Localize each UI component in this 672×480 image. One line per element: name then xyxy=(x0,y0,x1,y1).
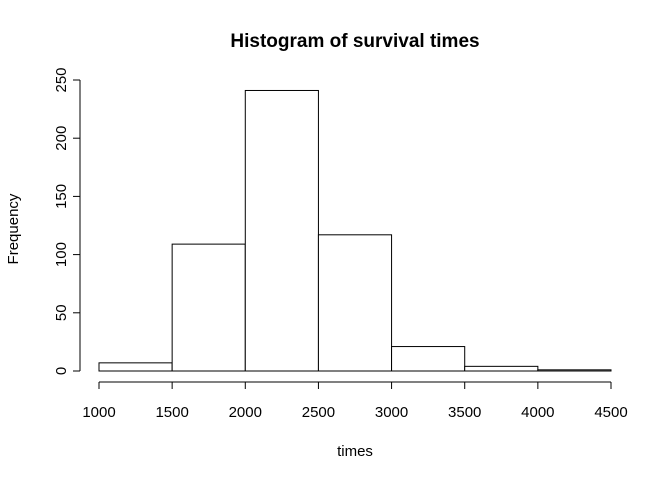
x-tick-label: 3500 xyxy=(448,404,481,421)
histogram-bar xyxy=(391,346,466,372)
y-axis-label: Frequency xyxy=(5,193,22,264)
y-tick-label: 0 xyxy=(53,367,70,375)
y-tick-label: 200 xyxy=(53,126,70,151)
histogram-bar xyxy=(171,243,246,372)
y-tick-label: 50 xyxy=(53,304,70,321)
histogram-bar xyxy=(244,89,319,372)
bars-group xyxy=(98,89,612,372)
y-tick-label: 150 xyxy=(53,184,70,209)
x-tick-label: 1500 xyxy=(155,404,188,421)
x-tick-label: 4000 xyxy=(521,404,554,421)
x-axis: 1000 1500 2000 2500 3000 3500 4000 4500 xyxy=(82,381,628,421)
histogram-bar xyxy=(317,234,393,372)
x-tick-label: 1000 xyxy=(82,404,115,421)
y-tick-label: 100 xyxy=(53,242,70,267)
chart-title: Histogram of survival times xyxy=(230,31,479,52)
histogram-bar xyxy=(464,365,539,372)
histogram-bar xyxy=(537,369,612,372)
x-tick-label: 4500 xyxy=(594,404,627,421)
x-axis-label: times xyxy=(337,443,373,460)
y-tick-label: 250 xyxy=(53,67,70,92)
histogram-bar xyxy=(98,362,173,372)
x-tick-label: 3000 xyxy=(375,404,408,421)
x-tick-label: 2500 xyxy=(302,404,335,421)
y-axis: 0 50 100 150 200 250 xyxy=(53,67,81,375)
x-tick-label: 2000 xyxy=(229,404,262,421)
